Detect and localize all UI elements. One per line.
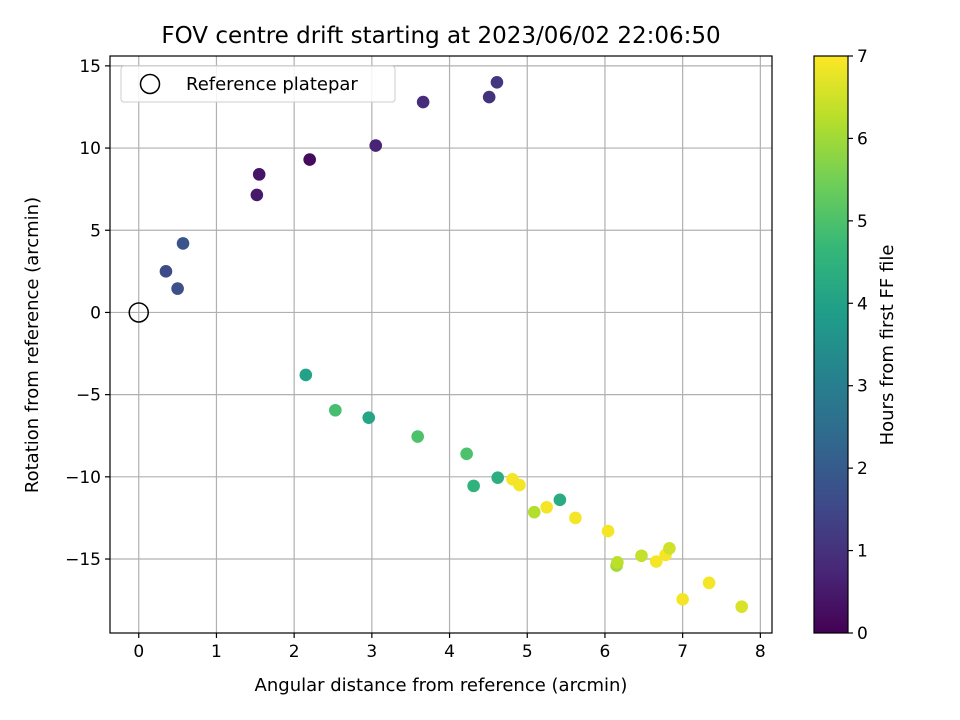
x-tick-label: 8 bbox=[755, 642, 766, 662]
data-point bbox=[176, 237, 190, 250]
data-point bbox=[329, 403, 342, 417]
x-tick-label: 6 bbox=[600, 642, 611, 662]
y-tick-label: −5 bbox=[76, 386, 101, 406]
data-point bbox=[611, 556, 624, 569]
data-point bbox=[569, 511, 582, 525]
chart-title: FOV centre drift starting at 2023/06/02 … bbox=[161, 23, 720, 49]
colorbar-tick-label: 5 bbox=[857, 212, 868, 232]
colorbar-gradient bbox=[813, 55, 849, 634]
data-point bbox=[702, 576, 716, 590]
data-point bbox=[482, 90, 496, 104]
colorbar-ticks: 0 1 2 3 4 5 6 7 bbox=[848, 47, 868, 644]
data-point bbox=[362, 411, 376, 424]
colorbar-label: Hours from first FF file bbox=[877, 245, 898, 446]
data-point bbox=[491, 471, 505, 484]
data-point bbox=[250, 188, 264, 202]
x-tick-label: 5 bbox=[522, 642, 533, 662]
colorbar-tick-label: 2 bbox=[857, 459, 868, 479]
y-tick-label: 0 bbox=[90, 303, 101, 323]
legend-reference-marker bbox=[139, 73, 161, 95]
data-point bbox=[467, 479, 480, 493]
y-tick-label: 5 bbox=[90, 221, 101, 241]
data-point bbox=[252, 168, 266, 181]
x-tick-label: 3 bbox=[366, 642, 377, 662]
data-point bbox=[490, 76, 504, 89]
y-tick-label: 15 bbox=[79, 57, 101, 77]
y-tick-label: −10 bbox=[65, 468, 101, 488]
legend-box bbox=[120, 65, 396, 103]
x-tick-label: 1 bbox=[211, 642, 222, 662]
colorbar-tick-label: 3 bbox=[857, 377, 868, 397]
data-point bbox=[513, 478, 526, 492]
x-tick-label: 0 bbox=[133, 642, 144, 662]
colorbar-tick-label: 1 bbox=[857, 542, 868, 562]
data-point bbox=[411, 430, 424, 443]
axes-frame bbox=[109, 55, 773, 634]
x-tick-label: 4 bbox=[444, 642, 455, 662]
plot-area: 0 1 2 3 4 5 6 7 8 −15 −10 −5 0 5 10 15 bbox=[65, 55, 773, 662]
data-point bbox=[299, 368, 313, 382]
x-axis-label: Angular distance from reference (arcmin) bbox=[255, 675, 628, 696]
data-point bbox=[171, 282, 184, 295]
data-point bbox=[303, 153, 316, 166]
data-point bbox=[553, 493, 567, 507]
y-tick-label: −15 bbox=[65, 550, 101, 570]
legend: Reference platepar bbox=[120, 65, 396, 103]
data-point bbox=[460, 447, 473, 461]
data-point bbox=[663, 542, 676, 555]
data-point bbox=[369, 139, 383, 152]
data-point bbox=[159, 265, 173, 278]
colorbar-tick-label: 6 bbox=[857, 129, 868, 149]
data-point bbox=[649, 555, 663, 568]
colorbar: 0 1 2 3 4 5 6 7 Hours from first FF file bbox=[813, 47, 898, 644]
legend-label-reference: Reference platepar bbox=[186, 74, 358, 95]
reference-platepar-marker bbox=[128, 302, 149, 323]
y-axis-label: Rotation from reference (arcmin) bbox=[22, 197, 43, 493]
data-point bbox=[676, 593, 689, 606]
y-tick-label: 10 bbox=[79, 139, 101, 159]
x-tick-label: 2 bbox=[289, 642, 300, 662]
data-point bbox=[540, 500, 553, 514]
data-point bbox=[416, 95, 430, 109]
colorbar-tick-label: 7 bbox=[857, 47, 868, 67]
data-point bbox=[527, 505, 541, 519]
data-point bbox=[735, 600, 748, 613]
data-point bbox=[601, 524, 615, 538]
colorbar-tick-label: 0 bbox=[857, 624, 868, 644]
x-tick-label: 7 bbox=[677, 642, 688, 662]
colorbar-tick-label: 4 bbox=[857, 294, 868, 314]
data-point bbox=[635, 549, 648, 563]
